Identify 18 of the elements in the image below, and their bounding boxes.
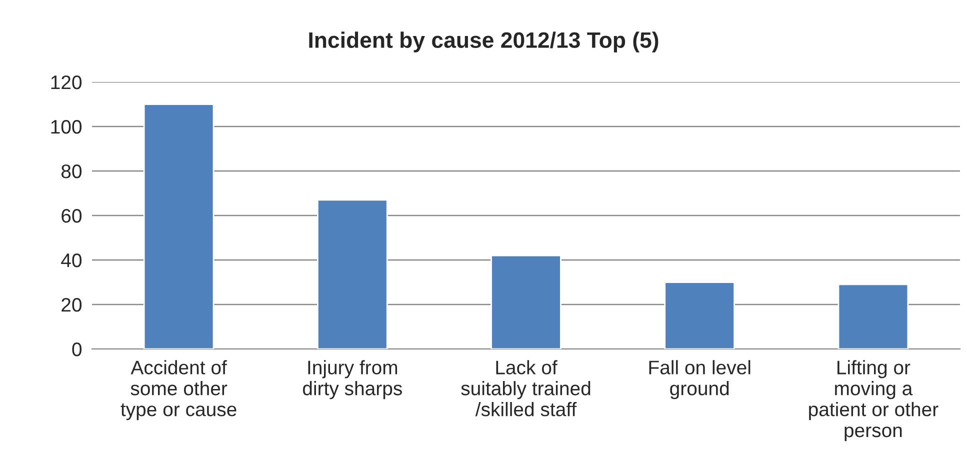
x-tick-label: Lack of suitably trained /skilled staff <box>461 360 590 416</box>
y-tick-label: 20 <box>62 298 82 312</box>
y-tick-label: 100 <box>51 120 82 134</box>
x-tick-label: Lifting or moving a patient or other person <box>809 360 938 442</box>
y-tick-label: 60 <box>62 208 82 223</box>
chart-title: Incident by cause 2012/13 Top (5) <box>309 32 658 52</box>
bar <box>143 104 214 349</box>
x-tick-label: Fall on level ground <box>649 360 750 400</box>
y-tick-label: 40 <box>61 253 82 268</box>
bar <box>490 254 562 349</box>
bar <box>838 284 909 349</box>
x-tick-label: Accident of some other type or cause <box>120 360 236 420</box>
y-tick-label: 80 <box>61 164 82 178</box>
y-tick-label: 120 <box>51 75 82 90</box>
y-tick-label: 0 <box>72 342 82 356</box>
bar <box>316 199 388 349</box>
x-tick-label: Injury from dirty sharps <box>302 360 402 400</box>
bar <box>664 282 736 349</box>
